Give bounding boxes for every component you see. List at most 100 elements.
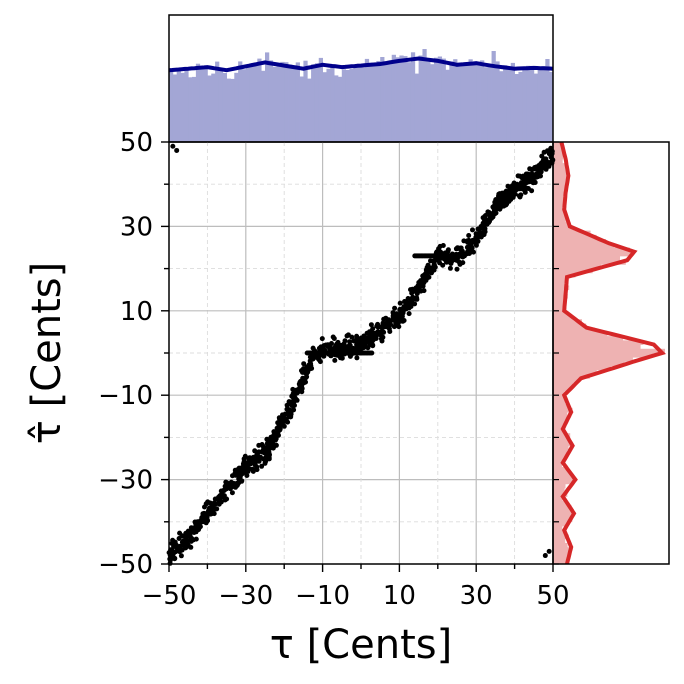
- top-hist-bar: [211, 73, 216, 142]
- scatter-point: [319, 336, 325, 342]
- right-hist-bar: [553, 492, 568, 497]
- scatter-point: [549, 151, 555, 157]
- scatter-point: [391, 313, 396, 319]
- top-hist-bar: [180, 72, 185, 142]
- right-hist-bar: [553, 416, 568, 421]
- scatter-point: [370, 338, 375, 344]
- y-tick-label: −50: [98, 550, 153, 580]
- top-hist-bar: [337, 76, 343, 142]
- scatter-point: [310, 356, 316, 362]
- right-hist-bar: [553, 209, 565, 215]
- scatter-point: [297, 382, 303, 388]
- scatter-point: [222, 487, 228, 493]
- top-hist-bar: [226, 78, 231, 142]
- right-hist-bar: [553, 323, 587, 329]
- scatter-point: [375, 332, 381, 337]
- right-hist-bar: [553, 264, 601, 269]
- top-hist-bar: [295, 62, 300, 142]
- scatter-point: [277, 427, 283, 433]
- scatter-point: [524, 185, 530, 191]
- right-hist-bar: [553, 441, 571, 447]
- right-hist-bar: [553, 412, 568, 417]
- top-hist-bar: [457, 63, 462, 142]
- right-hist-bar: [553, 213, 567, 219]
- y-tick-label: −30: [98, 466, 153, 496]
- scatter-point: [402, 299, 408, 304]
- right-hist-bar: [553, 521, 569, 527]
- top-hist-bar: [207, 75, 212, 142]
- x-tick-label: 10: [383, 581, 416, 611]
- right-hist-bar: [553, 184, 566, 189]
- scatter-point: [320, 344, 326, 350]
- scatter-point: [205, 509, 211, 515]
- top-hist-bar: [522, 66, 527, 142]
- right-histogram: [553, 142, 665, 565]
- right-hist-bar: [553, 450, 567, 455]
- right-hist-bar: [553, 437, 569, 443]
- right-hist-bar: [553, 319, 582, 324]
- top-hist-bar: [192, 76, 197, 142]
- right-hist-bar: [553, 559, 568, 565]
- top-hist-bar: [322, 72, 327, 142]
- top-hist-bar: [380, 57, 385, 142]
- scatter-point: [467, 241, 473, 247]
- top-hist-bar: [253, 62, 258, 142]
- right-hist-bar: [553, 285, 570, 291]
- scatter-point: [262, 460, 268, 466]
- scatter-point: [187, 531, 192, 537]
- scatter-point: [368, 322, 374, 328]
- top-hist-bar: [476, 61, 481, 142]
- top-hist-bar: [403, 56, 408, 142]
- scatter-point: [267, 446, 273, 451]
- right-hist-bar: [553, 433, 571, 438]
- right-hist-bar: [553, 344, 641, 350]
- scatter-point: [170, 551, 176, 557]
- top-hist-bar: [491, 51, 496, 142]
- top-hist-bar: [395, 57, 400, 142]
- right-hist-bar: [553, 306, 567, 312]
- right-hist-bar: [553, 146, 563, 151]
- scatter-point: [224, 496, 230, 502]
- right-hist-bar: [553, 454, 568, 459]
- top-hist-bar: [529, 68, 535, 142]
- scatter-point: [440, 262, 446, 268]
- scatter-point: [364, 330, 370, 336]
- grid: [169, 142, 553, 564]
- scatter-point: [543, 166, 549, 172]
- right-hist-bar: [553, 340, 644, 345]
- scatter-point: [538, 168, 544, 174]
- x-tick-label: −10: [295, 581, 350, 611]
- scatter-point: [515, 173, 521, 179]
- scatter-point: [383, 315, 389, 321]
- right-hist-bar: [553, 272, 576, 278]
- top-hist-bar: [445, 69, 450, 142]
- scatter-point: [392, 305, 398, 311]
- scatter-point: [470, 227, 475, 233]
- top-hist-bar: [414, 73, 419, 142]
- right-hist-bar: [553, 327, 595, 333]
- scatter-point: [295, 387, 301, 392]
- scatter-point: [304, 374, 310, 380]
- top-hist-bar: [537, 67, 542, 142]
- scatter-point: [354, 355, 360, 361]
- top-hist-bar: [241, 69, 247, 142]
- scatter-point: [202, 504, 207, 510]
- right-hist-bar: [553, 496, 563, 502]
- top-hist-bar: [545, 59, 550, 142]
- scatter-point: [354, 335, 360, 341]
- right-hist-bar: [553, 458, 564, 464]
- top-hist-bar: [387, 61, 393, 142]
- top-hist-bar: [510, 62, 515, 142]
- top-hist-bar: [284, 62, 289, 143]
- top-kde-curve: [168, 56, 554, 73]
- right-hist-bar: [553, 526, 563, 531]
- scatter-point: [217, 493, 223, 499]
- scatter-point: [302, 368, 308, 374]
- top-hist-bar: [449, 61, 454, 142]
- x-axis-title: τ [Cents]: [270, 622, 452, 668]
- y-axis-title: τ̂ [Cents]: [24, 262, 70, 444]
- x-tick-labels: −50 −30 −10 10 30 50: [142, 581, 570, 611]
- top-hist-bar: [245, 64, 251, 142]
- top-hist-bar: [399, 55, 404, 142]
- right-hist-bar: [553, 260, 626, 265]
